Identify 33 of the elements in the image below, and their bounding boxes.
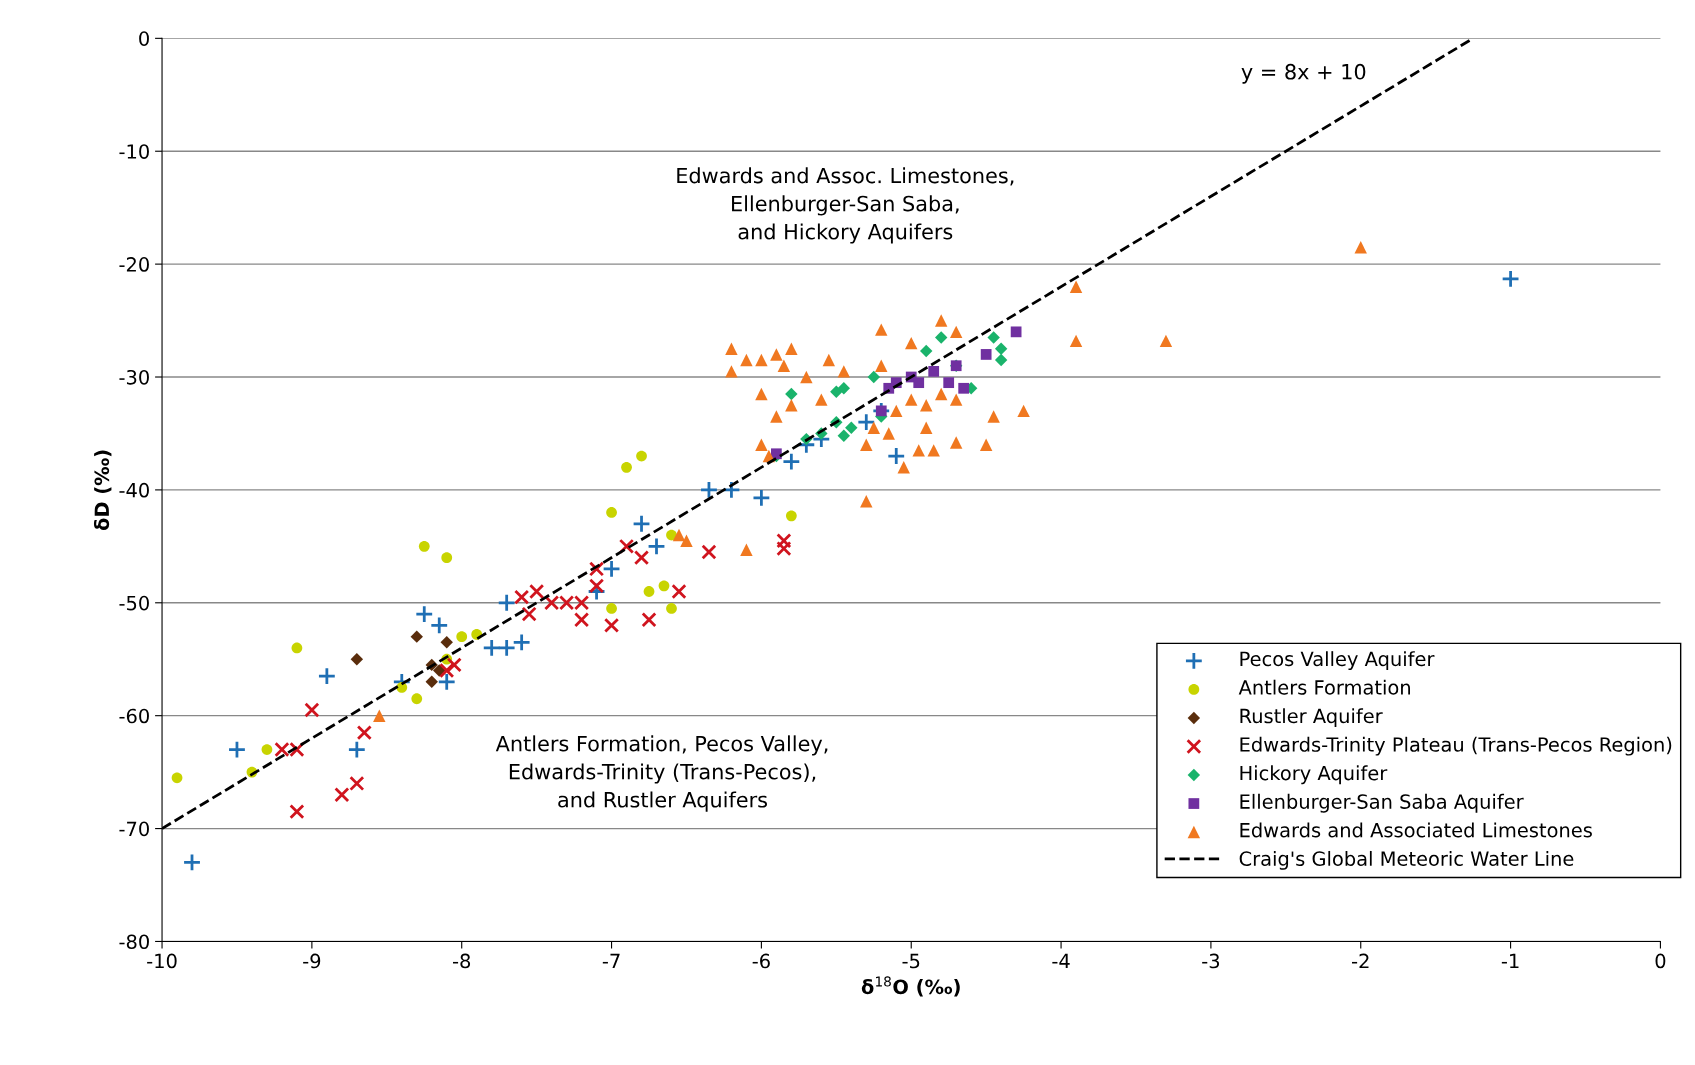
y-tick-label: 0 [139, 31, 149, 46]
x-tick-label: -7 [602, 953, 620, 969]
legend-label: Rustler Aquifer [1240, 708, 1383, 728]
x-tick-label: -3 [1202, 953, 1220, 969]
x-tick-label: -6 [752, 953, 770, 969]
legend-label: Antlers Formation [1238, 679, 1410, 695]
x-tick-label: -10 [147, 953, 177, 969]
legend-label: Ellenburger-San Saba Aquifer [1240, 793, 1524, 813]
legend-label: Craig's Global Meteoric Water Line [1239, 850, 1574, 870]
x-tick-label: -5 [902, 953, 920, 969]
y-tick-label: -10 [119, 144, 149, 159]
y-tick-label: -60 [119, 708, 149, 724]
y-tick-label: -40 [119, 482, 149, 498]
y-tick-label: -20 [119, 257, 149, 272]
legend-label: Pecos Valley Aquifer [1240, 651, 1435, 670]
legend-label: Edwards-Trinity Plateau (Trans-Pecos Region) [1240, 736, 1672, 756]
x-tick-label: -2 [1352, 953, 1369, 969]
x-tick-label: 0 [1655, 953, 1666, 969]
y-axis-title: δD (‰) [93, 450, 112, 531]
legend-label: Hickory Aquifer [1240, 765, 1388, 785]
x-tick-label: -1 [1501, 953, 1519, 969]
x-axis-title: δ$^{18}$O (‰) [861, 976, 960, 997]
x-tick-label: -4 [1052, 953, 1070, 969]
legend-label: Edwards and Associated Limestones [1240, 822, 1592, 838]
y-tick-label: -80 [119, 934, 149, 950]
annotation: Antlers Formation, Pecos Valley, Edwards-Trinity (Trans-Pecos), and Rustler Aquifers [495, 735, 828, 812]
annotation: y = 8x + 10 [1241, 63, 1366, 84]
x-tick-label: -8 [452, 953, 471, 969]
annotation: Edwards and Assoc. Limestones, Ellenburger-San Saba, and Hickory Aquifers [677, 167, 1014, 244]
y-tick-label: -70 [119, 821, 149, 837]
x-tick-label: -9 [303, 953, 321, 969]
y-tick-label: -50 [119, 595, 149, 611]
y-tick-label: -30 [119, 369, 149, 385]
